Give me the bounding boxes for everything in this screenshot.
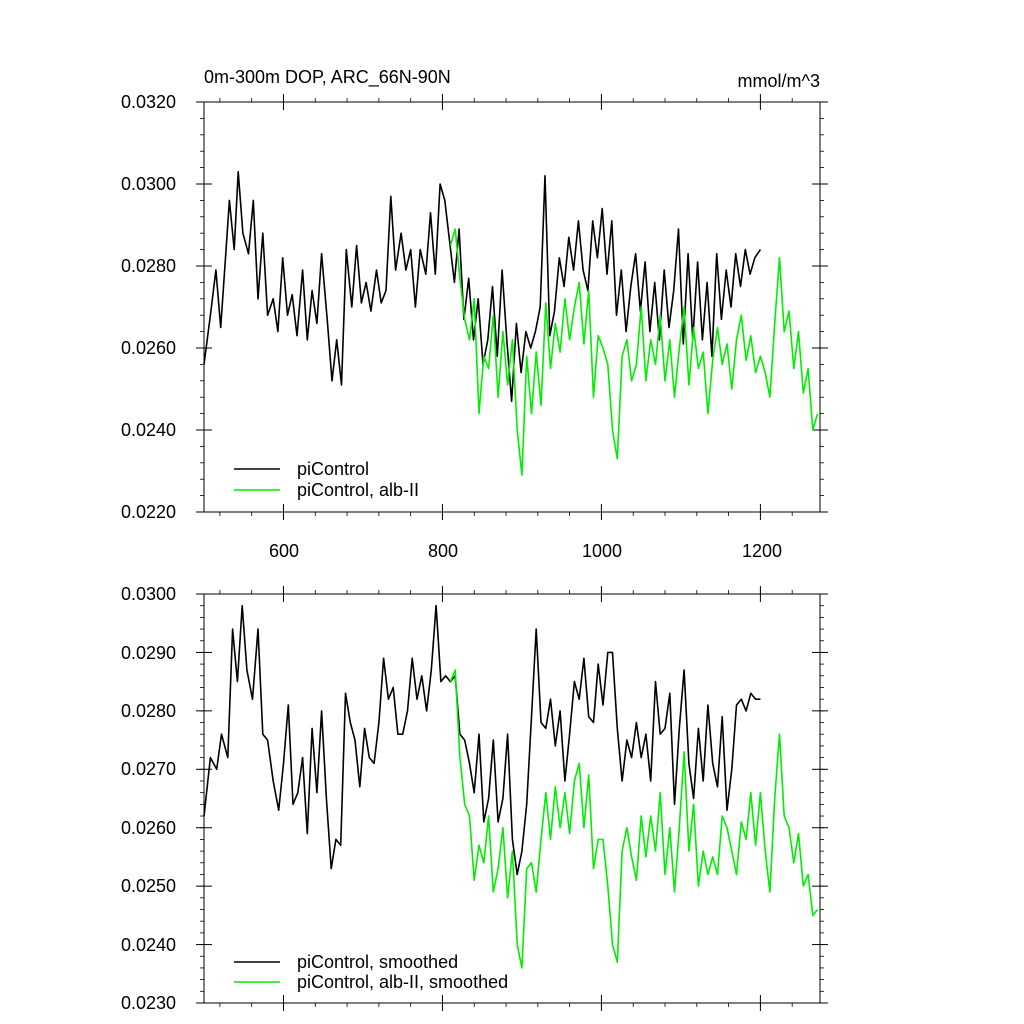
- top-panel-units: mmol/m^3: [738, 71, 820, 91]
- top-xtick-label: 600: [269, 541, 299, 561]
- top-panel-series: [203, 170, 819, 476]
- bottom-ytick-label: 0.0280: [121, 701, 176, 721]
- legend-label-picontrol-smoothed: piControl, smoothed: [297, 952, 458, 972]
- top-xtick-label: 1200: [742, 541, 782, 561]
- top-ytick-label: 0.0300: [121, 174, 176, 194]
- bottom-panel-grid-ticks: [196, 586, 828, 1011]
- top-ytick-label: 0.0240: [121, 420, 176, 440]
- series-line-alb-smoothed: [449, 669, 819, 969]
- top-ytick-label: 0.0260: [121, 338, 176, 358]
- bottom-panel-ytick-labels: 0.0230 0.0240 0.0250 0.0260 0.0270 0.028…: [121, 584, 176, 1013]
- top-ytick-label: 0.0320: [121, 92, 176, 112]
- bottom-ytick-label: 0.0300: [121, 584, 176, 604]
- top-panel-frame: [203, 101, 821, 513]
- bottom-ytick-label: 0.0260: [121, 818, 176, 838]
- bottom-ytick-label: 0.0240: [121, 935, 176, 955]
- top-panel-ytick-labels: 0.0220 0.0240 0.0260 0.0280 0.0300 0.032…: [121, 92, 176, 522]
- bottom-panel-series: [203, 604, 819, 969]
- bottom-ytick-label: 0.0290: [121, 643, 176, 663]
- top-panel-grid-ticks: [196, 94, 828, 520]
- top-ytick-label: 0.0220: [121, 502, 176, 522]
- bottom-panel-frame: [203, 593, 821, 1004]
- series-line-picontrol-smoothed: [203, 604, 761, 876]
- bottom-ytick-label: 0.0230: [121, 993, 176, 1013]
- bottom-ytick-label: 0.0250: [121, 876, 176, 896]
- series-line-alb: [449, 228, 819, 476]
- series-line-picontrol: [203, 170, 762, 403]
- legend-label-picontrol: piControl: [297, 459, 369, 479]
- top-xtick-label: 800: [428, 541, 458, 561]
- top-ytick-label: 0.0280: [121, 256, 176, 276]
- legend-label-alb-smoothed: piControl, alb-II, smoothed: [297, 972, 508, 992]
- top-xtick-label: 1000: [582, 541, 622, 561]
- legend-label-alb: piControl, alb-II: [297, 480, 419, 500]
- top-panel-title: 0m-300m DOP, ARC_66N-90N: [204, 67, 451, 88]
- top-panel-legend: piControl piControl, alb-II: [234, 459, 419, 500]
- top-panel: 0m-300m DOP, ARC_66N-90N mmol/m^3 0.0220…: [121, 67, 828, 561]
- bottom-panel: 0.0230 0.0240 0.0250 0.0260 0.0270 0.028…: [121, 584, 828, 1013]
- top-panel-xtick-labels: 600 800 1000 1200: [269, 541, 782, 561]
- bottom-panel-legend: piControl, smoothed piControl, alb-II, s…: [234, 952, 508, 992]
- bottom-ytick-label: 0.0270: [121, 759, 176, 779]
